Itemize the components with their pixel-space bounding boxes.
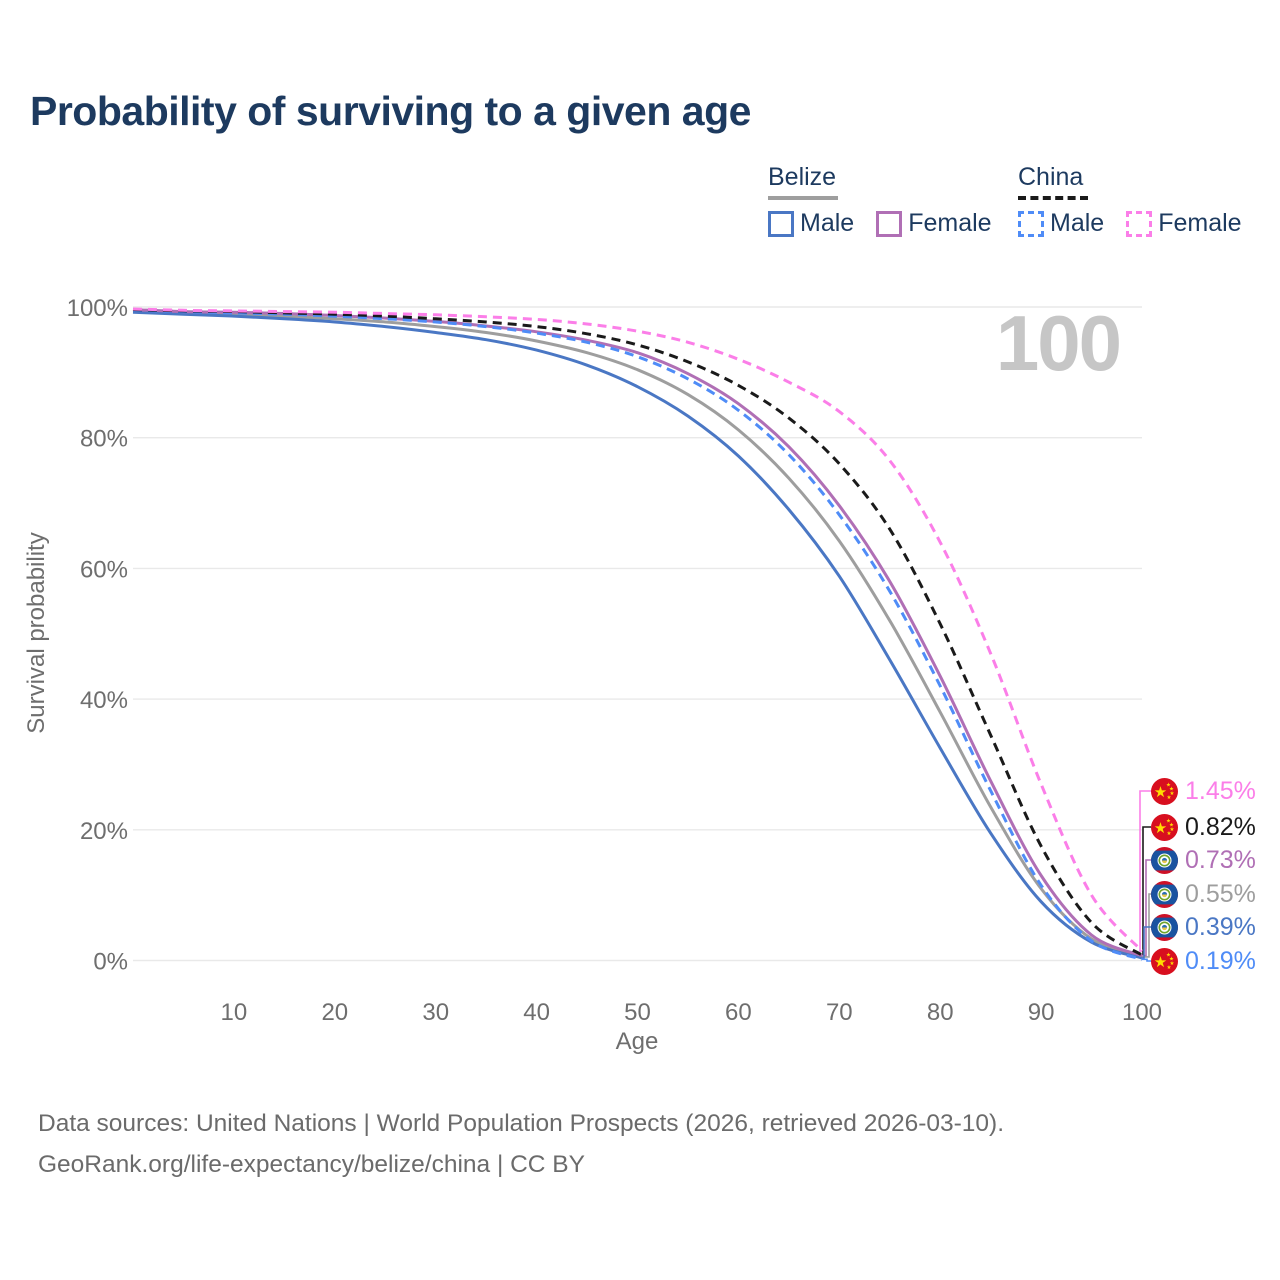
- y-tick-label: 0%: [93, 949, 128, 976]
- legend-china-line-sample: [1018, 196, 1088, 200]
- china-flag-icon: ★ ★ ★ ★ ★: [1151, 813, 1178, 841]
- svg-text:★: ★: [1154, 784, 1167, 801]
- end-label-value: 1.45%: [1185, 776, 1256, 805]
- end-label-value: 0.55%: [1185, 879, 1256, 908]
- svg-text:★: ★: [1170, 825, 1175, 832]
- legend-label-china-male: Male: [1050, 209, 1105, 237]
- x-tick-label: 80: [927, 999, 954, 1026]
- chart-legend: Belize Male Female China: [0, 163, 1280, 258]
- x-tick-label: 50: [624, 999, 651, 1026]
- end-label-connector-china-female: [1139, 790, 1151, 952]
- y-tick-label: 20%: [80, 818, 128, 845]
- age-watermark: 100: [996, 299, 1120, 387]
- svg-text:★: ★: [1154, 954, 1167, 971]
- end-label-china-male: ★ ★ ★ ★ ★ 0.19%: [1151, 945, 1256, 977]
- svg-text:★: ★: [1167, 963, 1172, 970]
- belize-flag-icon: [1151, 913, 1178, 941]
- svg-text:★: ★: [1169, 821, 1174, 828]
- curve-china-all: [132, 308, 1143, 957]
- legend-china-title: China: [1018, 163, 1084, 191]
- china-male-swatch-icon: [1018, 210, 1044, 237]
- china-flag-icon: ★ ★ ★ ★ ★: [1151, 947, 1178, 975]
- curve-belize-male: [132, 310, 1143, 960]
- curve-china-male: [132, 308, 1143, 961]
- legend-group-china: China Male Female: [1018, 163, 1264, 238]
- svg-text:★: ★: [1166, 781, 1171, 788]
- end-label-belize-male: 0.39%: [1151, 911, 1256, 943]
- svg-text:★: ★: [1170, 789, 1175, 796]
- svg-text:★: ★: [1169, 955, 1174, 962]
- attribution-line: GeoRank.org/life-expectancy/belize/china…: [38, 1151, 585, 1178]
- curve-belize-female: [132, 308, 1143, 958]
- belize-female-swatch-icon: [876, 210, 903, 237]
- svg-text:★: ★: [1166, 951, 1171, 958]
- legend-label-belize-female: Female: [908, 209, 992, 237]
- end-label-connector-belize-male: [1142, 926, 1151, 959]
- belize-male-swatch-icon: [768, 210, 794, 237]
- end-label-china-female: ★ ★ ★ ★ ★ 1.45%: [1151, 775, 1256, 807]
- y-axis-title: Survival probability: [23, 532, 50, 733]
- x-tick-label: 40: [523, 999, 550, 1026]
- x-tick-label: 10: [221, 999, 248, 1026]
- svg-text:★: ★: [1166, 817, 1171, 824]
- legend-group-belize: Belize Male Female: [768, 163, 1014, 238]
- belize-flag-icon: [1151, 846, 1178, 874]
- end-label-value: 0.82%: [1185, 812, 1256, 841]
- legend-label-belize-male: Male: [800, 209, 855, 237]
- x-tick-label: 20: [321, 999, 348, 1026]
- china-flag-icon: ★ ★ ★ ★ ★: [1151, 777, 1178, 805]
- svg-text:★: ★: [1167, 793, 1172, 800]
- end-label-belize-female: 0.73%: [1151, 844, 1256, 876]
- x-axis-title: Age: [616, 1028, 659, 1055]
- legend-belize-title: Belize: [768, 163, 837, 191]
- legend-belize-line-sample: [768, 196, 838, 200]
- data-sources-line: Data sources: United Nations | World Pop…: [38, 1110, 1005, 1137]
- end-label-value: 0.19%: [1185, 946, 1256, 975]
- curve-china-female: [132, 307, 1144, 953]
- end-label-belize-all: 0.55%: [1151, 878, 1256, 910]
- end-label-value: 0.73%: [1185, 845, 1256, 874]
- end-label-value: 0.39%: [1185, 912, 1256, 941]
- svg-text:★: ★: [1169, 785, 1174, 792]
- legend-item-belize-female[interactable]: Female: [876, 209, 992, 238]
- page-title: Probability of surviving to a given age: [30, 88, 751, 134]
- svg-text:★: ★: [1167, 829, 1172, 836]
- belize-flag-icon: [1151, 880, 1178, 908]
- curve-belize-all: [132, 309, 1143, 959]
- source-footer: Data sources: United Nations | World Pop…: [38, 1103, 1004, 1185]
- legend-item-china-male[interactable]: Male: [1018, 209, 1104, 238]
- legend-item-belize-male[interactable]: Male: [768, 209, 854, 238]
- x-tick-label: 70: [826, 999, 853, 1026]
- y-tick-label: 100%: [67, 295, 128, 322]
- y-tick-label: 40%: [80, 687, 128, 714]
- x-tick-label: 90: [1028, 999, 1055, 1026]
- y-tick-label: 80%: [80, 426, 128, 453]
- svg-text:★: ★: [1170, 959, 1175, 966]
- svg-text:★: ★: [1154, 820, 1167, 837]
- legend-item-china-female[interactable]: Female: [1126, 209, 1242, 238]
- x-tick-label: 30: [422, 999, 449, 1026]
- x-tick-label: 100: [1122, 999, 1162, 1026]
- end-label-connector-belize-all: [1142, 893, 1151, 958]
- end-label-connector-china-male: [1142, 958, 1151, 962]
- legend-label-china-female: Female: [1158, 209, 1242, 237]
- end-label-china-all: ★ ★ ★ ★ ★ 0.82%: [1151, 811, 1256, 843]
- x-tick-label: 60: [725, 999, 752, 1026]
- y-tick-label: 60%: [80, 556, 128, 583]
- china-female-swatch-icon: [1126, 210, 1153, 237]
